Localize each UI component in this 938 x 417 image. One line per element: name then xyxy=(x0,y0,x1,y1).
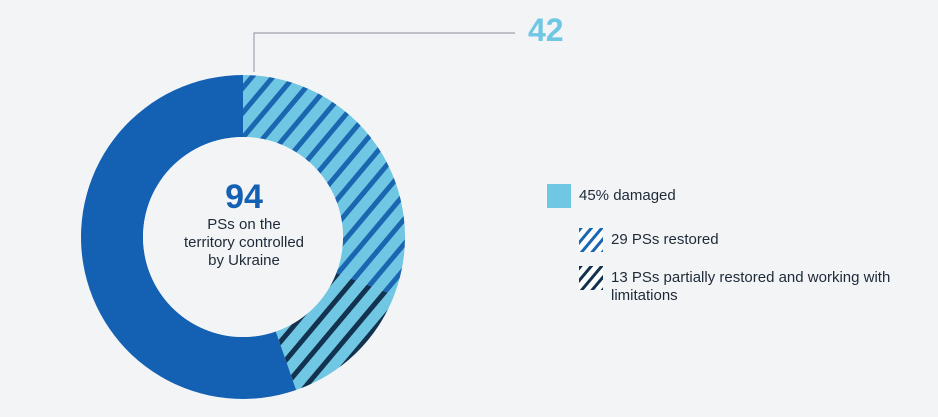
legend-item-partially-restored: 13 PSs partially restored and working wi… xyxy=(579,266,927,305)
legend-label-damaged: 45% damaged xyxy=(579,187,676,204)
legend-label-partially-restored: 13 PSs partially restored and working wi… xyxy=(611,269,891,304)
legend: 45% damaged 29 PSs restored 13 PSs parti… xyxy=(547,184,927,319)
callout-leader-line xyxy=(253,32,515,72)
callout-value: 42 xyxy=(528,12,564,48)
legend-label-restored: 29 PSs restored xyxy=(611,231,719,248)
legend-swatch-damaged xyxy=(547,184,571,208)
total-caption: PSs on the territory controlled by Ukrai… xyxy=(183,216,305,269)
legend-item-restored: 29 PSs restored xyxy=(579,228,927,252)
total-value: 94 xyxy=(225,178,263,216)
donut-hole xyxy=(143,137,343,337)
donut-center-label: 94 PSs on the territory controlled by Uk… xyxy=(144,178,344,270)
legend-swatch-partially-restored xyxy=(579,266,603,290)
donut-slice-2 xyxy=(80,75,297,399)
legend-swatch-restored xyxy=(579,228,603,252)
donut-slice-0 xyxy=(243,75,405,296)
donut-slice-1 xyxy=(275,272,395,391)
legend-item-damaged: 45% damaged xyxy=(547,184,927,208)
